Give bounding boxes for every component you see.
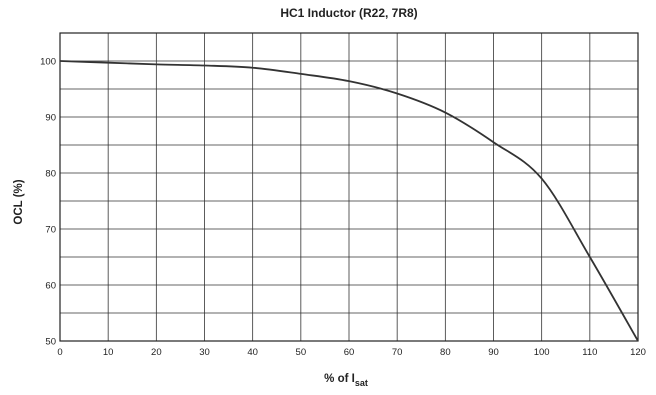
x-tick-label: 110 <box>582 347 597 358</box>
x-tick-label: 90 <box>488 347 499 358</box>
y-tick-label: 80 <box>45 169 56 180</box>
chart-title: HC1 Inductor (R22, 7R8) <box>280 6 417 20</box>
series-line-ocl <box>59 60 639 342</box>
x-tick-label: 40 <box>247 347 258 358</box>
y-tick-label: 90 <box>45 113 56 124</box>
x-axis-label-main: % of I <box>324 373 355 385</box>
x-tick-label: 70 <box>392 347 403 358</box>
x-tick-label: 80 <box>440 347 451 358</box>
y-tick-label: 100 <box>40 57 56 68</box>
grid <box>59 32 639 342</box>
y-axis-label: OCL (%) <box>13 179 25 224</box>
y-tick-label: 70 <box>45 225 56 236</box>
y-tick-label: 50 <box>45 337 56 348</box>
x-tick-label: 0 <box>57 347 62 358</box>
x-tick-label: 50 <box>296 347 307 358</box>
y-tick-label: 60 <box>45 281 56 292</box>
x-axis-ticks: 0 10 20 30 40 50 60 70 80 90 100 110 120 <box>57 347 646 358</box>
x-tick-label: 100 <box>534 347 550 358</box>
x-axis-label-subscript: sat <box>355 378 368 388</box>
x-tick-label: 120 <box>630 347 646 358</box>
y-axis-ticks: 50 60 70 80 90 100 <box>40 57 56 348</box>
x-tick-label: 60 <box>344 347 355 358</box>
x-axis-label: % of Isat <box>324 373 368 388</box>
x-tick-label: 20 <box>151 347 162 358</box>
plot-frame <box>59 32 639 342</box>
x-tick-label: 10 <box>103 347 114 358</box>
x-tick-label: 30 <box>199 347 210 358</box>
